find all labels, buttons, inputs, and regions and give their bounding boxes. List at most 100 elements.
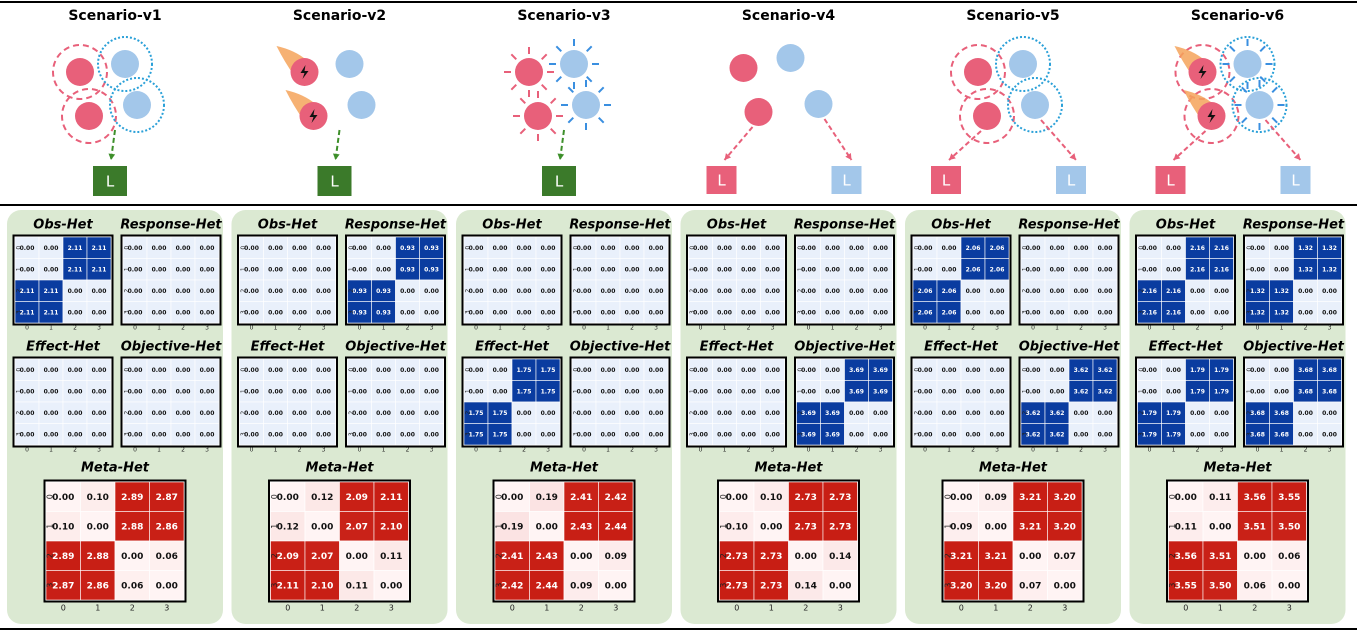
y-tick-label: 2 xyxy=(16,289,23,293)
arrow-head xyxy=(1293,153,1301,160)
leader-label: L xyxy=(842,172,851,190)
cell-label: 0.00 xyxy=(469,309,484,316)
arrow xyxy=(1264,119,1302,161)
cell-label: 0.00 xyxy=(176,245,191,252)
cell-label: 0.00 xyxy=(316,245,331,252)
cell-label: 0.00 xyxy=(316,431,331,438)
cell-label: 0.00 xyxy=(152,288,167,295)
cell-label: 1.75 xyxy=(469,410,484,417)
heatmap-cell xyxy=(86,423,112,446)
x-tick-label: 0 xyxy=(474,325,478,332)
heatmap-cell xyxy=(719,511,755,542)
cell-label: 0.00 xyxy=(400,410,415,417)
spike xyxy=(1259,76,1266,83)
y-tick-label: 3 xyxy=(1022,432,1029,436)
agent-blue xyxy=(347,91,376,119)
y-tick-label: 0 xyxy=(495,494,504,499)
cell-label: 0.00 xyxy=(1322,431,1337,438)
bolt xyxy=(1198,65,1207,79)
cell-label: 2.73 xyxy=(760,552,782,562)
y-tick-label: 3 xyxy=(914,310,921,314)
cell-label: 0.12 xyxy=(311,493,333,503)
cell-label: 0.00 xyxy=(352,388,367,395)
cell-label: 0.00 xyxy=(825,309,840,316)
cell-label: 0.00 xyxy=(942,266,957,273)
y-tick-label: 0 xyxy=(1246,368,1253,372)
y-tick-label: 1 xyxy=(465,267,472,271)
x-tick-label: 1 xyxy=(1055,447,1059,454)
x-tick-label: 0 xyxy=(250,325,254,332)
heatmap-title: Response-Het xyxy=(569,218,671,233)
cell-label: 0.00 xyxy=(469,266,484,273)
y-tick-label: 2 xyxy=(1138,289,1145,293)
x-tick-label: 0 xyxy=(582,447,586,454)
cell-label: 0.00 xyxy=(268,410,283,417)
cell-label: 0.00 xyxy=(92,309,107,316)
heatmap-cell xyxy=(373,511,409,542)
heatmap-cell xyxy=(1012,540,1048,571)
cell-label: 0.00 xyxy=(20,410,35,417)
spike xyxy=(541,53,548,60)
cell-label: 0.00 xyxy=(268,367,283,374)
spike xyxy=(555,76,562,83)
cell-label: 0.00 xyxy=(1298,309,1313,316)
cell-label: 3.56 xyxy=(1175,552,1197,562)
cell-label: 0.00 xyxy=(625,309,640,316)
x-tick-label: 0 xyxy=(582,325,586,332)
cell-label: 0.00 xyxy=(649,367,664,374)
cell-label: 0.00 xyxy=(741,367,756,374)
x-tick-label: 0 xyxy=(285,604,290,613)
x-tick-label: 1 xyxy=(1055,325,1059,332)
x-tick-label: 2 xyxy=(630,325,634,332)
cell-label: 3.62 xyxy=(1098,388,1113,395)
x-tick-label: 1 xyxy=(382,325,386,332)
heatmap-cell xyxy=(643,301,669,324)
heatmap-cell xyxy=(1047,481,1083,512)
heatmap-cell xyxy=(1092,423,1118,446)
agent-red xyxy=(973,102,1001,130)
cell-label: 2.07 xyxy=(346,522,368,532)
cell-label: 1.75 xyxy=(517,388,532,395)
cell-label: 3.68 xyxy=(1322,388,1337,395)
cell-label: 2.11 xyxy=(44,309,59,316)
y-tick-label: 1 xyxy=(465,389,472,393)
y-tick-label: 0 xyxy=(1138,368,1145,372)
x-tick-label: 0 xyxy=(1183,604,1188,613)
y-tick-label: 3 xyxy=(797,310,804,314)
x-tick-label: 1 xyxy=(947,447,951,454)
cell-label: 3.21 xyxy=(950,552,972,562)
x-tick-label: 1 xyxy=(606,447,610,454)
x-tick-label: 3 xyxy=(879,447,883,454)
cell-label: 0.00 xyxy=(966,309,981,316)
y-tick-label: 0 xyxy=(46,494,55,499)
cell-label: 0.00 xyxy=(990,410,1005,417)
y-tick-label: 1 xyxy=(689,389,696,393)
cell-label: 0.11 xyxy=(1209,493,1231,503)
cell-label: 3.69 xyxy=(873,367,888,374)
y-tick-label: 1 xyxy=(1246,267,1253,271)
cell-label: 0.00 xyxy=(121,552,143,562)
cell-label: 0.00 xyxy=(765,309,780,316)
cell-label: 0.00 xyxy=(352,245,367,252)
cell-label: 0.00 xyxy=(44,410,59,417)
cell-label: 3.62 xyxy=(1074,388,1089,395)
cell-label: 0.11 xyxy=(1175,522,1197,532)
cell-label: 3.51 xyxy=(1244,522,1266,532)
cell-label: 0.00 xyxy=(601,309,616,316)
x-tick-label: 0 xyxy=(25,447,29,454)
heatmap-cell xyxy=(1012,481,1048,512)
cell-label: 0.00 xyxy=(801,367,816,374)
leader-label: L xyxy=(942,172,951,190)
cell-label: 0.00 xyxy=(765,431,780,438)
heatmap-cell xyxy=(598,570,634,601)
x-tick-label: 2 xyxy=(1079,325,1083,332)
x-tick-label: 1 xyxy=(993,604,998,613)
cell-label: 0.00 xyxy=(1322,288,1337,295)
x-tick-label: 2 xyxy=(354,604,359,613)
cell-label: 2.73 xyxy=(726,581,748,591)
x-tick-label: 3 xyxy=(1062,604,1067,613)
cell-label: 0.10 xyxy=(52,522,74,532)
cell-label: 0.00 xyxy=(316,367,331,374)
cell-label: 2.16 xyxy=(1214,266,1229,273)
cell-label: 0.00 xyxy=(200,388,215,395)
